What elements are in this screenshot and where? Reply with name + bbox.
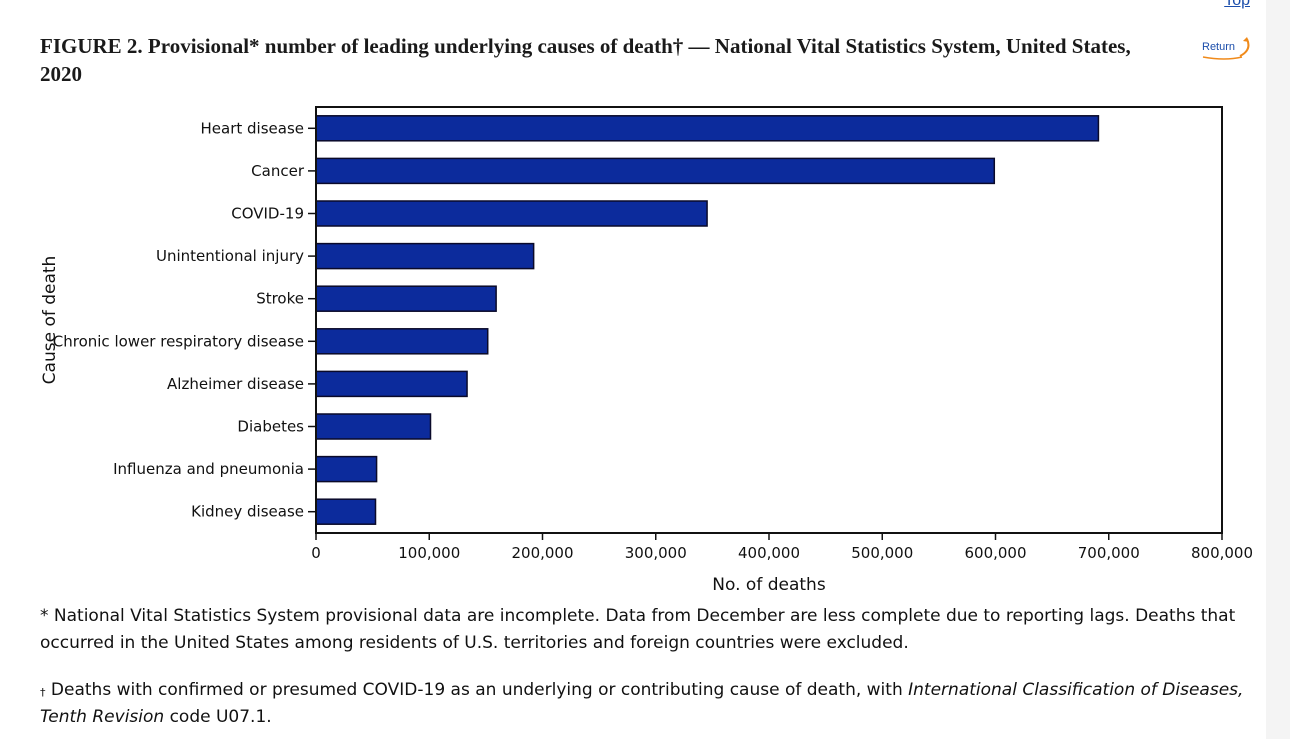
category-label-covid-19: COVID-19 xyxy=(231,205,304,223)
category-label-cancer: Cancer xyxy=(251,162,305,180)
footnote-provisional: * National Vital Statistics System provi… xyxy=(40,603,1255,657)
category-label-alzheimer-disease: Alzheimer disease xyxy=(167,375,304,393)
x-tick-label-200000: 200,000 xyxy=(511,544,573,562)
x-tick-label-300000: 300,000 xyxy=(625,544,687,562)
category-label-heart-disease: Heart disease xyxy=(201,119,304,137)
x-ticks-group: 0 100,000 200,000 300,000 400,000 500,000 600,… xyxy=(311,533,1253,562)
bar-cancer xyxy=(315,157,996,185)
x-tick-label-600000: 600,000 xyxy=(964,544,1026,562)
footnote-dagger-text: Deaths with confirmed or presumed COVID-… xyxy=(50,680,903,700)
return-arrow-icon xyxy=(1202,37,1250,60)
category-labels-group: Heart disease Cancer COVID-19 Unintentional… xyxy=(53,119,316,521)
bars-group xyxy=(315,115,1100,525)
bar-diabetes xyxy=(315,413,432,440)
bar-chart: Heart disease Cancer COVID-19 Unintentional… xyxy=(40,106,1253,595)
category-label-kidney-disease: Kidney disease xyxy=(191,503,304,521)
footnote-dagger-italic: International Classification of Diseases… xyxy=(40,680,1244,727)
x-axis-title: No. of deaths xyxy=(712,575,826,595)
category-label-stroke: Stroke xyxy=(256,290,304,308)
y-axis-title: Cause of death xyxy=(40,256,60,385)
x-tick-label-700000: 700,000 xyxy=(1078,544,1140,562)
category-label-diabetes: Diabetes xyxy=(237,418,304,436)
bar-unintentional-injury xyxy=(315,242,535,270)
x-tick-label-0: 0 xyxy=(311,544,321,562)
bar-heart-disease xyxy=(315,115,1100,142)
category-label-chronic-lower-respiratory-disease: Chronic lower respiratory disease xyxy=(53,332,304,350)
bar-chronic-lower-respiratory-disease xyxy=(315,328,489,355)
top-link[interactable]: Top xyxy=(1224,0,1250,9)
footnote-star-symbol: * xyxy=(40,606,49,626)
bar-stroke xyxy=(315,285,497,312)
x-tick-label-800000: 800,000 xyxy=(1191,544,1253,562)
bar-kidney-disease xyxy=(315,498,377,525)
return-button[interactable]: Return xyxy=(1200,36,1252,62)
bar-influenza-and-pneumonia xyxy=(315,455,378,483)
footnote-covid: † Deaths with confirmed or presumed COVI… xyxy=(40,677,1255,731)
bar-alzheimer-disease xyxy=(315,370,468,398)
footnote-dagger-symbol: † xyxy=(40,686,46,699)
category-label-unintentional-injury: Unintentional injury xyxy=(156,247,304,265)
footnote-dagger-text-after: code U07.1. xyxy=(169,707,272,727)
x-tick-label-400000: 400,000 xyxy=(738,544,800,562)
x-tick-label-100000: 100,000 xyxy=(398,544,460,562)
x-tick-label-500000: 500,000 xyxy=(851,544,913,562)
footnote-star-text: National Vital Statistics System provisi… xyxy=(40,606,1236,653)
return-label: Return xyxy=(1202,41,1236,53)
figure-title: FIGURE 2. Provisional* number of leading… xyxy=(40,34,1131,86)
category-label-influenza-and-pneumonia: Influenza and pneumonia xyxy=(113,460,304,478)
bar-covid-19 xyxy=(315,200,708,227)
